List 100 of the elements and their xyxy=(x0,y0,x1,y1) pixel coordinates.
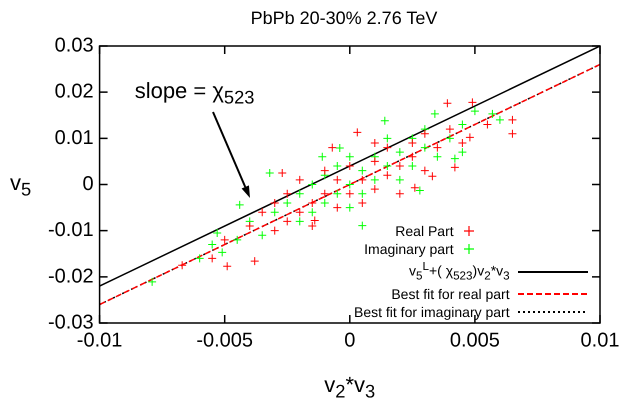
point xyxy=(465,132,474,142)
point xyxy=(282,189,292,198)
point xyxy=(358,221,367,230)
point xyxy=(320,166,330,176)
point xyxy=(345,189,354,198)
point xyxy=(258,208,267,217)
point xyxy=(320,189,330,198)
point xyxy=(428,172,437,181)
point xyxy=(482,120,492,129)
point xyxy=(358,166,367,176)
point xyxy=(508,115,517,124)
point xyxy=(358,175,367,184)
point xyxy=(458,148,467,157)
point xyxy=(320,198,330,208)
point xyxy=(212,228,222,238)
x-axis-title: v$_{2}$*v$_{3}$ xyxy=(324,372,376,402)
point xyxy=(488,109,497,118)
point xyxy=(442,98,452,108)
point xyxy=(245,222,254,231)
x-tick-label: -0.005 xyxy=(196,330,254,352)
point xyxy=(370,184,380,194)
point xyxy=(195,254,204,263)
point xyxy=(395,162,404,171)
point xyxy=(335,144,344,153)
point xyxy=(235,200,244,210)
point xyxy=(370,175,380,184)
y-tick-label: 0 xyxy=(82,173,94,196)
point xyxy=(222,262,232,271)
x-tick-label: 0 xyxy=(344,330,356,352)
point xyxy=(310,216,320,226)
point xyxy=(430,109,440,118)
point xyxy=(415,186,424,195)
point xyxy=(382,134,392,143)
point xyxy=(358,198,367,208)
point xyxy=(345,203,354,212)
point xyxy=(218,248,227,257)
point xyxy=(345,152,354,162)
point xyxy=(408,138,417,148)
point xyxy=(178,260,187,270)
point xyxy=(208,240,217,250)
legend-label: Best fit for real part xyxy=(391,285,510,304)
point xyxy=(345,162,354,171)
point xyxy=(308,222,317,231)
point xyxy=(450,154,460,164)
legend-label: Real Part xyxy=(395,222,454,240)
y-tick-label: 0.03 xyxy=(54,34,94,57)
annotation: slope = χ$_{523}$ xyxy=(134,78,255,109)
point xyxy=(420,143,430,152)
point xyxy=(458,138,467,148)
point xyxy=(420,129,430,138)
point xyxy=(295,175,304,184)
point xyxy=(345,180,354,189)
text: v$_{5}$$^{L}$+( χ$_{523}$)v$_{2}$*v$_{3}$ xyxy=(409,260,510,282)
point xyxy=(295,216,304,226)
legend-label: Imaginary part xyxy=(364,240,454,258)
legend-label: Best fit for imaginary part xyxy=(354,303,510,322)
point xyxy=(408,162,417,171)
point xyxy=(220,235,230,244)
y-tick-label: 0.02 xyxy=(54,80,94,103)
point xyxy=(380,116,390,126)
point xyxy=(382,143,392,152)
y-tick-label: -0.01 xyxy=(48,219,94,242)
point xyxy=(432,143,442,152)
point xyxy=(450,162,460,172)
point xyxy=(332,175,342,184)
point xyxy=(370,138,380,148)
point xyxy=(270,208,280,217)
point xyxy=(445,134,454,143)
y-tick-label: -0.02 xyxy=(48,265,94,288)
point xyxy=(370,156,380,166)
point xyxy=(420,166,430,176)
point xyxy=(395,189,404,198)
point xyxy=(432,152,442,162)
point xyxy=(470,106,480,116)
point xyxy=(395,148,404,157)
point xyxy=(410,183,420,192)
point xyxy=(508,129,517,138)
point xyxy=(208,254,217,263)
point xyxy=(250,256,260,266)
point xyxy=(332,162,342,171)
point xyxy=(358,189,367,198)
point xyxy=(148,277,157,286)
point xyxy=(395,175,404,184)
point xyxy=(382,170,392,180)
chart-title: PbPb 20-30% 2.76 TeV xyxy=(250,8,438,29)
point xyxy=(332,189,342,198)
y-axis-title: v$_{5}$ xyxy=(10,170,32,200)
point xyxy=(282,216,292,226)
point xyxy=(445,124,454,134)
point xyxy=(318,152,327,162)
point xyxy=(308,208,317,217)
point xyxy=(332,203,342,212)
point xyxy=(295,189,304,198)
x-tick-label: 0.01 xyxy=(580,330,620,352)
point xyxy=(458,120,467,129)
point xyxy=(308,198,317,208)
point xyxy=(308,180,317,189)
point xyxy=(468,98,477,107)
y-tick-label: 0.01 xyxy=(54,126,94,149)
point xyxy=(232,235,242,244)
